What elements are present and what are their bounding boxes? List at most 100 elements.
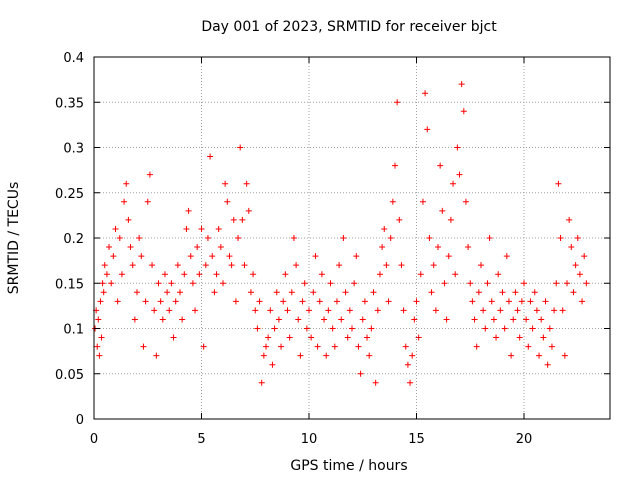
data-point (273, 289, 280, 296)
data-point (484, 280, 491, 287)
data-point (480, 307, 487, 314)
data-point (136, 235, 143, 241)
data-point (202, 262, 209, 269)
data-point (553, 280, 560, 287)
data-point (118, 271, 125, 278)
data-point (510, 316, 517, 323)
data-point (404, 361, 411, 368)
data-point (389, 198, 396, 205)
data-point (411, 316, 418, 323)
data-point (445, 253, 452, 260)
data-point (396, 216, 403, 223)
data-point (290, 235, 297, 241)
data-point (149, 262, 156, 269)
data-point (121, 198, 128, 205)
data-point (235, 235, 242, 241)
data-point (144, 198, 151, 205)
data-point (465, 244, 472, 251)
data-point (247, 289, 254, 296)
data-point (222, 180, 229, 187)
data-point (458, 81, 465, 88)
data-point (267, 307, 274, 314)
data-point (241, 262, 248, 269)
y-axis-title: SRMTID / TECUs (6, 182, 22, 295)
data-point (381, 225, 388, 232)
data-point (355, 343, 362, 350)
data-point (508, 352, 515, 359)
data-point (146, 171, 153, 178)
data-point (419, 198, 426, 205)
data-point (286, 334, 293, 341)
data-point (497, 307, 504, 314)
data-point (366, 352, 373, 359)
data-point (336, 262, 343, 269)
data-point (228, 262, 235, 269)
data-point (379, 244, 386, 251)
data-point (417, 271, 424, 278)
data-point (394, 99, 401, 106)
data-point (488, 298, 495, 305)
data-point (435, 244, 441, 251)
data-point (555, 180, 562, 187)
data-point (284, 307, 291, 314)
data-point (200, 343, 207, 350)
data-point (327, 280, 334, 287)
data-point (263, 343, 269, 350)
data-point (467, 280, 474, 287)
data-point (275, 316, 282, 323)
data-point (312, 253, 319, 260)
data-point (106, 244, 113, 251)
data-point (525, 343, 532, 350)
data-point (140, 343, 147, 350)
data-point (536, 352, 543, 359)
data-point (426, 235, 433, 241)
data-point (100, 289, 107, 296)
data-point (499, 289, 506, 296)
data-point (155, 280, 162, 287)
data-point (204, 235, 211, 241)
data-point (224, 198, 231, 205)
data-point (409, 352, 416, 359)
data-point (217, 244, 224, 251)
data-point (297, 352, 304, 359)
data-point (310, 289, 317, 296)
data-point (460, 108, 467, 115)
data-point (353, 253, 360, 260)
data-point (564, 280, 570, 287)
data-point (321, 316, 328, 323)
data-points (92, 81, 590, 386)
data-point (97, 298, 104, 305)
data-point (151, 307, 158, 314)
y-tick-label: 0.35 (55, 96, 84, 111)
data-point (250, 271, 257, 278)
data-point (450, 180, 457, 187)
data-point (213, 271, 220, 278)
y-tick-label: 0.25 (55, 187, 84, 202)
data-point (544, 361, 551, 368)
data-point (478, 262, 484, 269)
y-tick-label: 0.3 (63, 142, 84, 157)
data-point (288, 289, 295, 296)
data-point (566, 216, 573, 223)
data-point (325, 307, 332, 314)
data-point (194, 244, 201, 251)
data-point (237, 144, 244, 151)
data-point (370, 289, 377, 296)
data-point (495, 271, 502, 278)
data-point (413, 298, 420, 305)
data-point (551, 307, 558, 314)
data-point (514, 307, 521, 314)
data-point (437, 162, 444, 169)
data-point (138, 253, 145, 260)
data-point (357, 370, 364, 377)
data-point (192, 307, 199, 314)
data-point (103, 271, 110, 278)
data-point (527, 298, 534, 305)
data-point (331, 343, 338, 350)
data-point (142, 298, 149, 305)
data-point (170, 334, 177, 341)
y-tick-label: 0 (76, 413, 84, 428)
data-point (570, 289, 577, 296)
data-point (351, 280, 358, 287)
data-point (314, 343, 321, 350)
